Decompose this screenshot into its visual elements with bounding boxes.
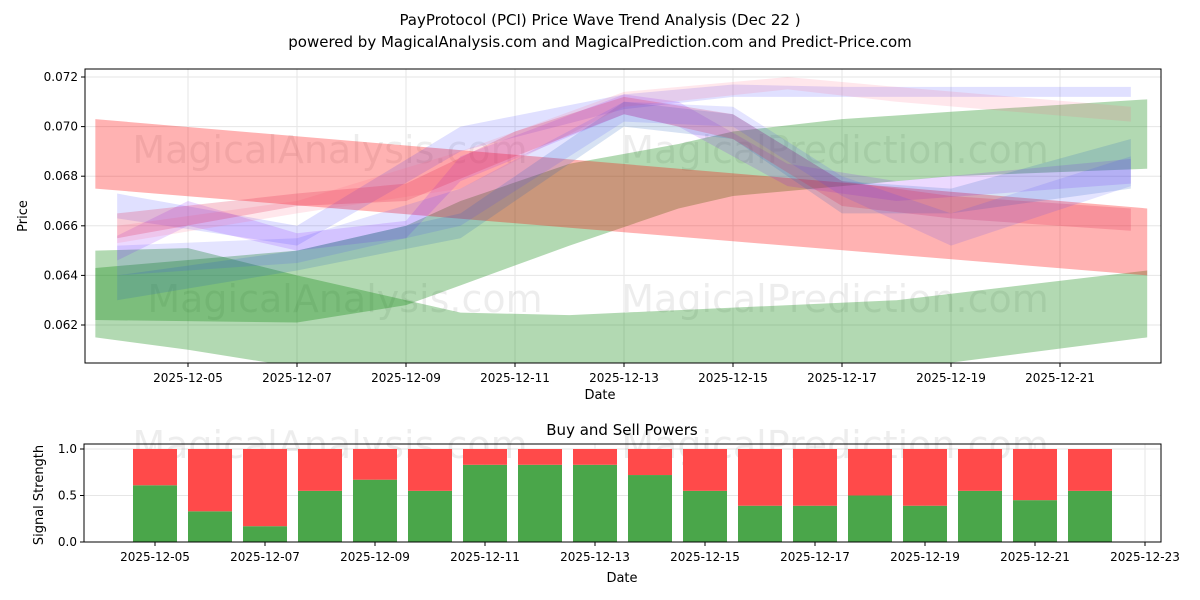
sell-bar xyxy=(903,449,947,506)
price-y-label: Price xyxy=(16,200,31,232)
wave-band xyxy=(95,99,1148,323)
buy-bar xyxy=(353,479,397,542)
x-tick-label: 2025-12-09 xyxy=(340,550,410,564)
y-tick-label: 0.064 xyxy=(44,268,78,282)
x-tick-label: 2025-12-21 xyxy=(1000,550,1070,564)
x-tick-label: 2025-12-13 xyxy=(589,371,659,385)
x-tick-label: 2025-12-07 xyxy=(262,371,332,385)
bands-group xyxy=(95,77,1148,363)
signal-x-label: Date xyxy=(606,571,637,586)
sell-bar xyxy=(848,449,892,496)
buy-bar xyxy=(243,526,287,542)
y-tick-label: 0.062 xyxy=(44,318,78,332)
buy-bar xyxy=(903,505,947,542)
watermark: MagicalAnalysis.com xyxy=(132,128,527,172)
buy-bar xyxy=(683,490,727,542)
x-tick-label: 2025-12-21 xyxy=(1025,371,1095,385)
wave-band xyxy=(95,248,1148,363)
watermark-group: MagicalAnalysis.com MagicalPrediction.com… xyxy=(132,128,1048,321)
sell-bar xyxy=(518,449,562,465)
sell-bar xyxy=(573,449,617,465)
buy-bar xyxy=(298,490,342,542)
x-tick-label: 2025-12-05 xyxy=(153,371,223,385)
buy-bar xyxy=(188,511,232,542)
sell-bar xyxy=(683,449,727,491)
x-tick-label: 2025-12-17 xyxy=(807,371,877,385)
price-chart: 0.062 0.064 0.066 0.068 0.070 0.072 2025-12-05… xyxy=(44,68,1162,385)
buy-bar xyxy=(628,475,672,542)
y-tick-label: 0.066 xyxy=(44,219,78,233)
sell-bar xyxy=(188,449,232,512)
sell-bar xyxy=(628,449,672,476)
signal-y-label: Signal Strength xyxy=(32,445,47,545)
wave-band xyxy=(117,84,1131,246)
x-tick-label: 2025-12-19 xyxy=(890,550,960,564)
buy-bar xyxy=(738,505,782,542)
x-tick-label: 2025-12-11 xyxy=(450,550,520,564)
signal-axes-frame xyxy=(83,443,1162,543)
buy-bar xyxy=(463,464,507,542)
x-tick-label: 2025-12-05 xyxy=(120,550,190,564)
buy-bar xyxy=(958,490,1002,542)
x-tick-label: 2025-12-15 xyxy=(698,371,768,385)
y-tick-label: 0.5 xyxy=(58,489,77,503)
signal-chart: 0.0 0.5 1.0 2025-12-05 2025-12-07 2025-12-09 2… xyxy=(58,423,1180,564)
sell-bar xyxy=(133,449,177,486)
signal-chart-title: Buy and Sell Powers xyxy=(546,421,698,439)
sell-bar xyxy=(793,449,837,506)
x-tick-label: 2025-12-19 xyxy=(916,371,986,385)
x-tick-label: 2025-12-07 xyxy=(230,550,300,564)
y-tick-label: 0.072 xyxy=(44,70,78,84)
sell-bar xyxy=(738,449,782,506)
buy-bar xyxy=(133,485,177,542)
wave-band xyxy=(117,101,1131,276)
wave-band xyxy=(95,119,1148,276)
watermark: MagicalPrediction.com xyxy=(621,128,1049,172)
y-tick-label: 0.0 xyxy=(58,535,77,549)
sell-bar xyxy=(1013,449,1057,501)
y-tick-label: 0.068 xyxy=(44,169,78,183)
chart-subtitle: powered by MagicalAnalysis.com and Magic… xyxy=(288,33,912,51)
x-tick-label: 2025-12-23 xyxy=(1110,550,1180,564)
wave-band xyxy=(117,96,1131,239)
y-tick-label: 1.0 xyxy=(58,442,77,456)
sell-bar xyxy=(353,449,397,480)
buy-bar xyxy=(793,505,837,542)
wave-band xyxy=(117,77,1131,244)
sell-bar xyxy=(463,449,507,465)
sell-bar xyxy=(1068,449,1112,491)
y-tick-label: 0.070 xyxy=(44,120,78,134)
sell-bar xyxy=(408,449,452,491)
watermark: MagicalAnalysis.com xyxy=(147,277,542,321)
buy-bar xyxy=(518,464,562,542)
x-tick-label: 2025-12-17 xyxy=(780,550,850,564)
buy-bar xyxy=(1013,500,1057,542)
x-tick-label: 2025-12-11 xyxy=(480,371,550,385)
sell-bar xyxy=(958,449,1002,491)
x-tick-label: 2025-12-13 xyxy=(560,550,630,564)
x-tick-label: 2025-12-09 xyxy=(371,371,441,385)
buy-bar xyxy=(1068,490,1112,542)
price-x-label: Date xyxy=(584,388,615,403)
x-tick-label: 2025-12-15 xyxy=(670,550,740,564)
buy-bar xyxy=(408,490,452,542)
chart-title: PayProtocol (PCI) Price Wave Trend Analy… xyxy=(399,11,800,29)
sell-bar xyxy=(243,449,287,527)
wave-band xyxy=(117,101,1131,301)
watermark: MagicalPrediction.com xyxy=(621,277,1049,321)
price-axes-frame xyxy=(84,68,1162,364)
sell-bar xyxy=(298,449,342,491)
buy-bar xyxy=(573,464,617,542)
buy-bar xyxy=(848,495,892,542)
